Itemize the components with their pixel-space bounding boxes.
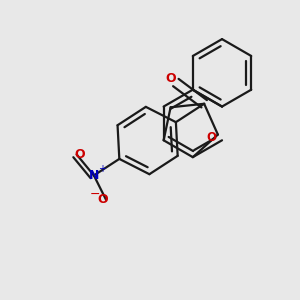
Text: O: O [74, 148, 85, 161]
Text: O: O [98, 193, 109, 206]
Text: −: − [90, 188, 101, 201]
Text: N: N [89, 169, 99, 182]
Text: +: + [98, 164, 106, 174]
Text: O: O [207, 131, 217, 144]
Text: O: O [165, 72, 176, 85]
